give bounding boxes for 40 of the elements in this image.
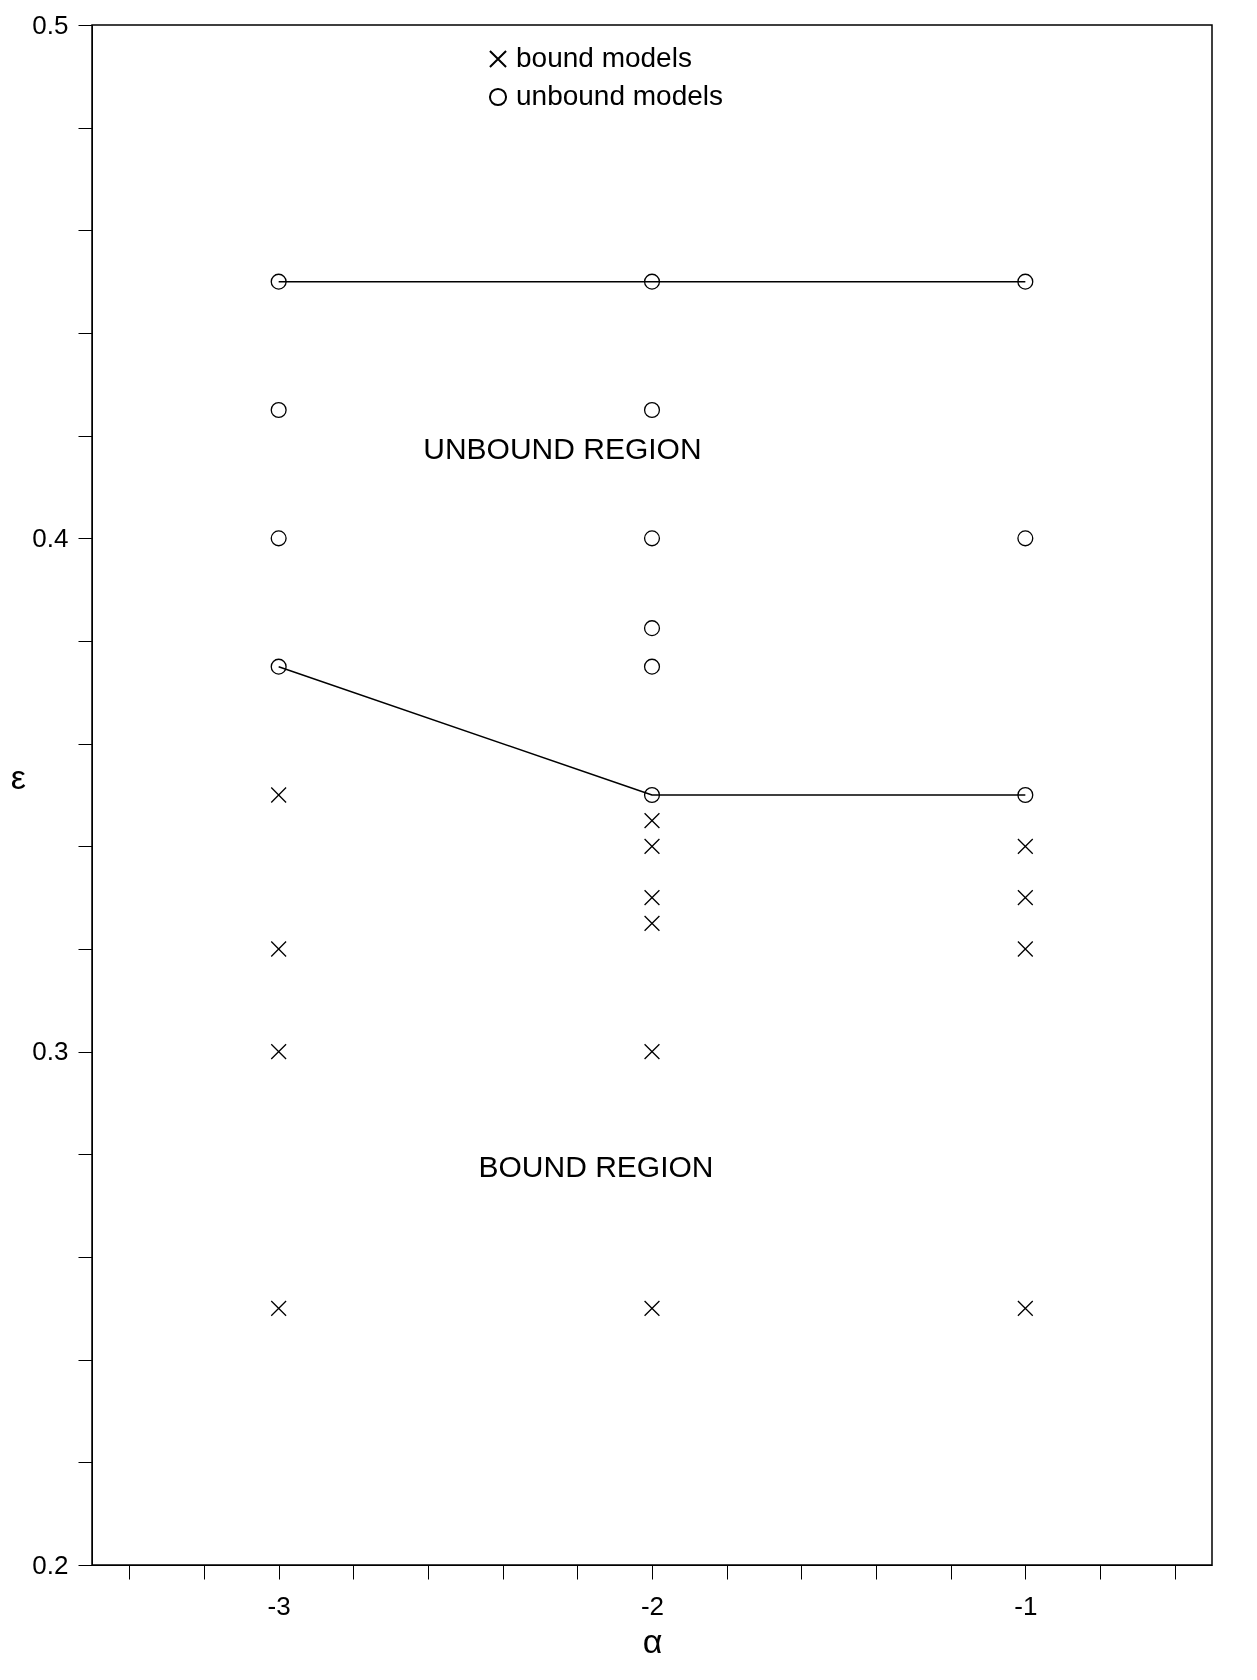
point <box>643 786 661 804</box>
annotation: BOUND REGION <box>478 1149 714 1183</box>
point <box>270 1300 287 1317</box>
point <box>270 401 287 419</box>
point <box>643 838 661 855</box>
point <box>1017 786 1034 804</box>
point <box>643 273 661 290</box>
point <box>643 530 661 547</box>
point <box>270 658 287 675</box>
point <box>270 786 287 804</box>
point <box>1017 838 1034 855</box>
x-tick-label: -1 <box>1014 1590 1038 1621</box>
point <box>643 1300 661 1317</box>
x-tick-label: -2 <box>640 1590 665 1621</box>
point <box>643 658 661 675</box>
point <box>270 530 287 547</box>
y-tick-label: 0.2 <box>32 1549 69 1580</box>
point <box>643 401 661 419</box>
point <box>1017 530 1034 547</box>
point <box>1017 1300 1034 1317</box>
point <box>643 1043 661 1060</box>
y-tick-label: 0.3 <box>32 1036 69 1067</box>
point <box>643 812 661 829</box>
x-tick-label: -3 <box>267 1590 291 1621</box>
point <box>643 620 661 637</box>
annotation: UNBOUND REGION <box>423 432 702 466</box>
point <box>643 889 661 906</box>
legend-label: unbound models <box>516 80 724 111</box>
legend-label: bound models <box>516 42 692 73</box>
point <box>1017 940 1034 958</box>
point <box>270 1043 287 1060</box>
point <box>270 273 287 290</box>
x-axis-title: α <box>642 1621 663 1660</box>
point <box>1017 273 1034 290</box>
y-tick-label: 0.5 <box>32 9 69 40</box>
y-axis-title: ε <box>10 757 26 796</box>
point <box>270 940 287 958</box>
y-tick-label: 0.4 <box>32 522 69 553</box>
point <box>643 915 661 932</box>
point <box>1017 889 1034 906</box>
